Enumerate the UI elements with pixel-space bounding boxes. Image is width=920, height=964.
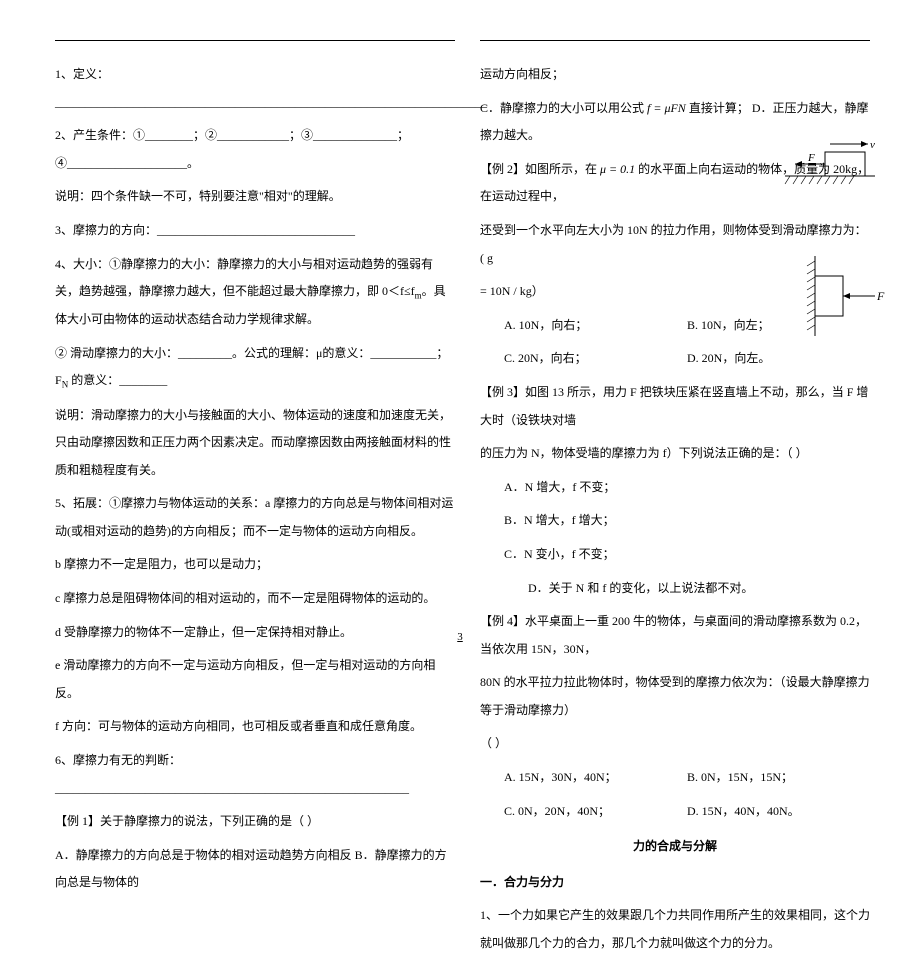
judge-line: 6、摩擦力有无的判断：_____________________________… xyxy=(55,747,455,802)
ex4-opt-c: C. 0N，20N，40N； xyxy=(504,798,687,826)
expand-c: c 摩擦力总是阻碍物体间的相对运动的，而不一定是阻碍物体的运动的。 xyxy=(55,585,455,613)
ex2-opt-c: C. 20N，向右； xyxy=(504,345,687,373)
direction-line: 3、摩擦力的方向：_______________________________… xyxy=(55,217,455,245)
sliding-line: ② 滑动摩擦力的大小：_________。公式的理解：μ的意义：________… xyxy=(55,340,455,396)
example-3-cont: 的压力为 N，物体受墙的摩擦力为 f）下列说法正确的是：（ ） xyxy=(480,440,870,468)
note-line: 说明：四个条件缺一不可，特别要注意"相对"的理解。 xyxy=(55,183,455,211)
section-text: 1、一个力如果它产生的效果跟几个力共同作用所产生的效果相同，这个力就叫做那几个力… xyxy=(480,902,870,957)
ex3-opt-b: B．N 增大，f 增大； xyxy=(480,507,870,535)
ex3-opt-c: C．N 变小，f 不变； xyxy=(480,541,870,569)
example-1-opt-a: A．静摩擦力的方向总是于物体的相对运动趋势方向相反 B．静摩擦力的方向总是与物体… xyxy=(55,842,455,897)
svg-text:v: v xyxy=(870,139,875,151)
example-3: 【例 3】如图 13 所示，用力 F 把铁块压紧在竖直墙上不动，那么，当 F 增… xyxy=(480,379,870,434)
ex4-row2: C. 0N，20N，40N； D. 15N，40N，40N。 xyxy=(480,798,870,826)
figure-2-icon: F xyxy=(800,251,885,341)
subtitle: 一．合力与分力 xyxy=(480,869,870,897)
section-title: 力的合成与分解 xyxy=(480,833,870,861)
example-4-bracket: （ ） xyxy=(480,730,870,758)
explain-line: 说明：滑动摩擦力的大小与接触面的大小、物体运动的速度和加速度无关，只由动摩擦因数… xyxy=(55,402,455,485)
example-4: 【例 4】水平桌面上一重 200 牛的物体，与桌面间的滑动摩擦系数为 0.2，当… xyxy=(480,608,870,663)
figure-1-icon: F v xyxy=(780,136,875,186)
expand-b: b 摩擦力不一定是阻力，也可以是动力； xyxy=(55,551,455,579)
definition-line: 1、定义：___________________________________… xyxy=(55,61,455,116)
expand-e: e 滑动摩擦力的方向不一定与运动方向相反，但一定与相对运动的方向相反。 xyxy=(55,652,455,707)
ex4-row1: A. 15N，30N，40N； B. 0N，15N，15N； xyxy=(480,764,870,792)
ex3-opt-a: A．N 增大，f 不变； xyxy=(480,474,870,502)
ex4-opt-a: A. 15N，30N，40N； xyxy=(504,764,687,792)
expand-f: f 方向：可与物体的运动方向相同，也可相反或者垂直和成任意角度。 xyxy=(55,713,455,741)
example-1: 【例 1】关于静摩擦力的说法，下列正确的是（ ） xyxy=(55,808,455,836)
expand-d: d 受静摩擦力的物体不一定静止，但一定保持相对静止。 xyxy=(55,619,455,647)
ex4-opt-d: D. 15N，40N，40N。 xyxy=(687,798,870,826)
ex4-opt-b: B. 0N，15N，15N； xyxy=(687,764,870,792)
ex3-opt-d: D．关于 N 和 f 的变化，以上说法都不对。 xyxy=(480,575,870,603)
ex2-row2: C. 20N，向右； D. 20N，向左。 xyxy=(480,345,870,373)
expand-a: 5、拓展：①摩擦力与物体运动的关系：a 摩擦力的方向总是与物体间相对运动(或相对… xyxy=(55,490,455,545)
example-4-cont: 80N 的水平拉力拉此物体时，物体受到的摩擦力依次为：（设最大静摩擦力等于滑动摩… xyxy=(480,669,870,724)
magnitude-line: 4、大小：①静摩擦力的大小：静摩擦力的大小与相对运动趋势的强弱有关，趋势越强，静… xyxy=(55,251,455,334)
continue-line: 运动方向相反； xyxy=(480,61,870,89)
page-number: 3 xyxy=(457,631,463,643)
conditions-line: 2、产生条件：①________；②____________；③________… xyxy=(55,122,455,177)
svg-text:F: F xyxy=(807,152,815,164)
ex2-opt-a: A. 10N，向右； xyxy=(504,312,687,340)
ex2-opt-d: D. 20N，向左。 xyxy=(687,345,870,373)
svg-text:F: F xyxy=(876,289,885,303)
